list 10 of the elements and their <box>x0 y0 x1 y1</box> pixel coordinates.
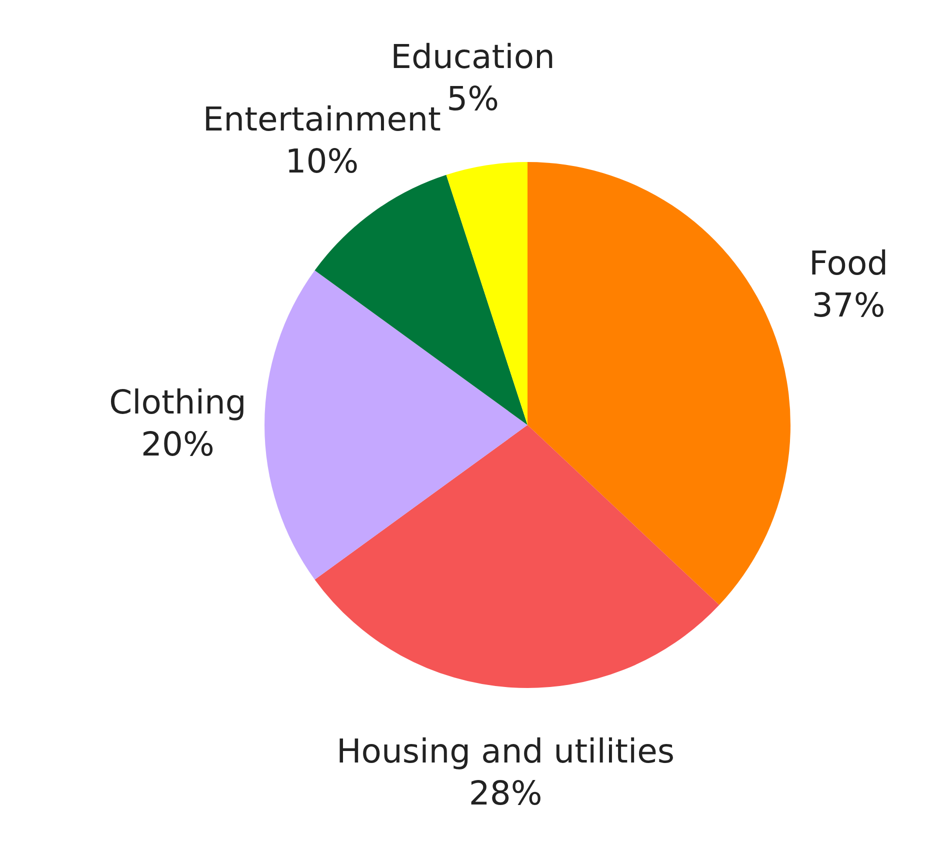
slice-label: Clothing <box>109 382 246 422</box>
data-label: 5% <box>446 79 499 118</box>
slice-label: Education <box>390 37 555 76</box>
slice-label: Housing and utilities <box>336 732 675 771</box>
data-label: 37% <box>812 286 886 325</box>
data-label: 20% <box>141 424 214 464</box>
data-label: 28% <box>468 774 542 813</box>
slice-label: Entertainment <box>202 100 442 139</box>
data-label: 10% <box>285 142 359 181</box>
slice-label: Food <box>808 244 888 283</box>
